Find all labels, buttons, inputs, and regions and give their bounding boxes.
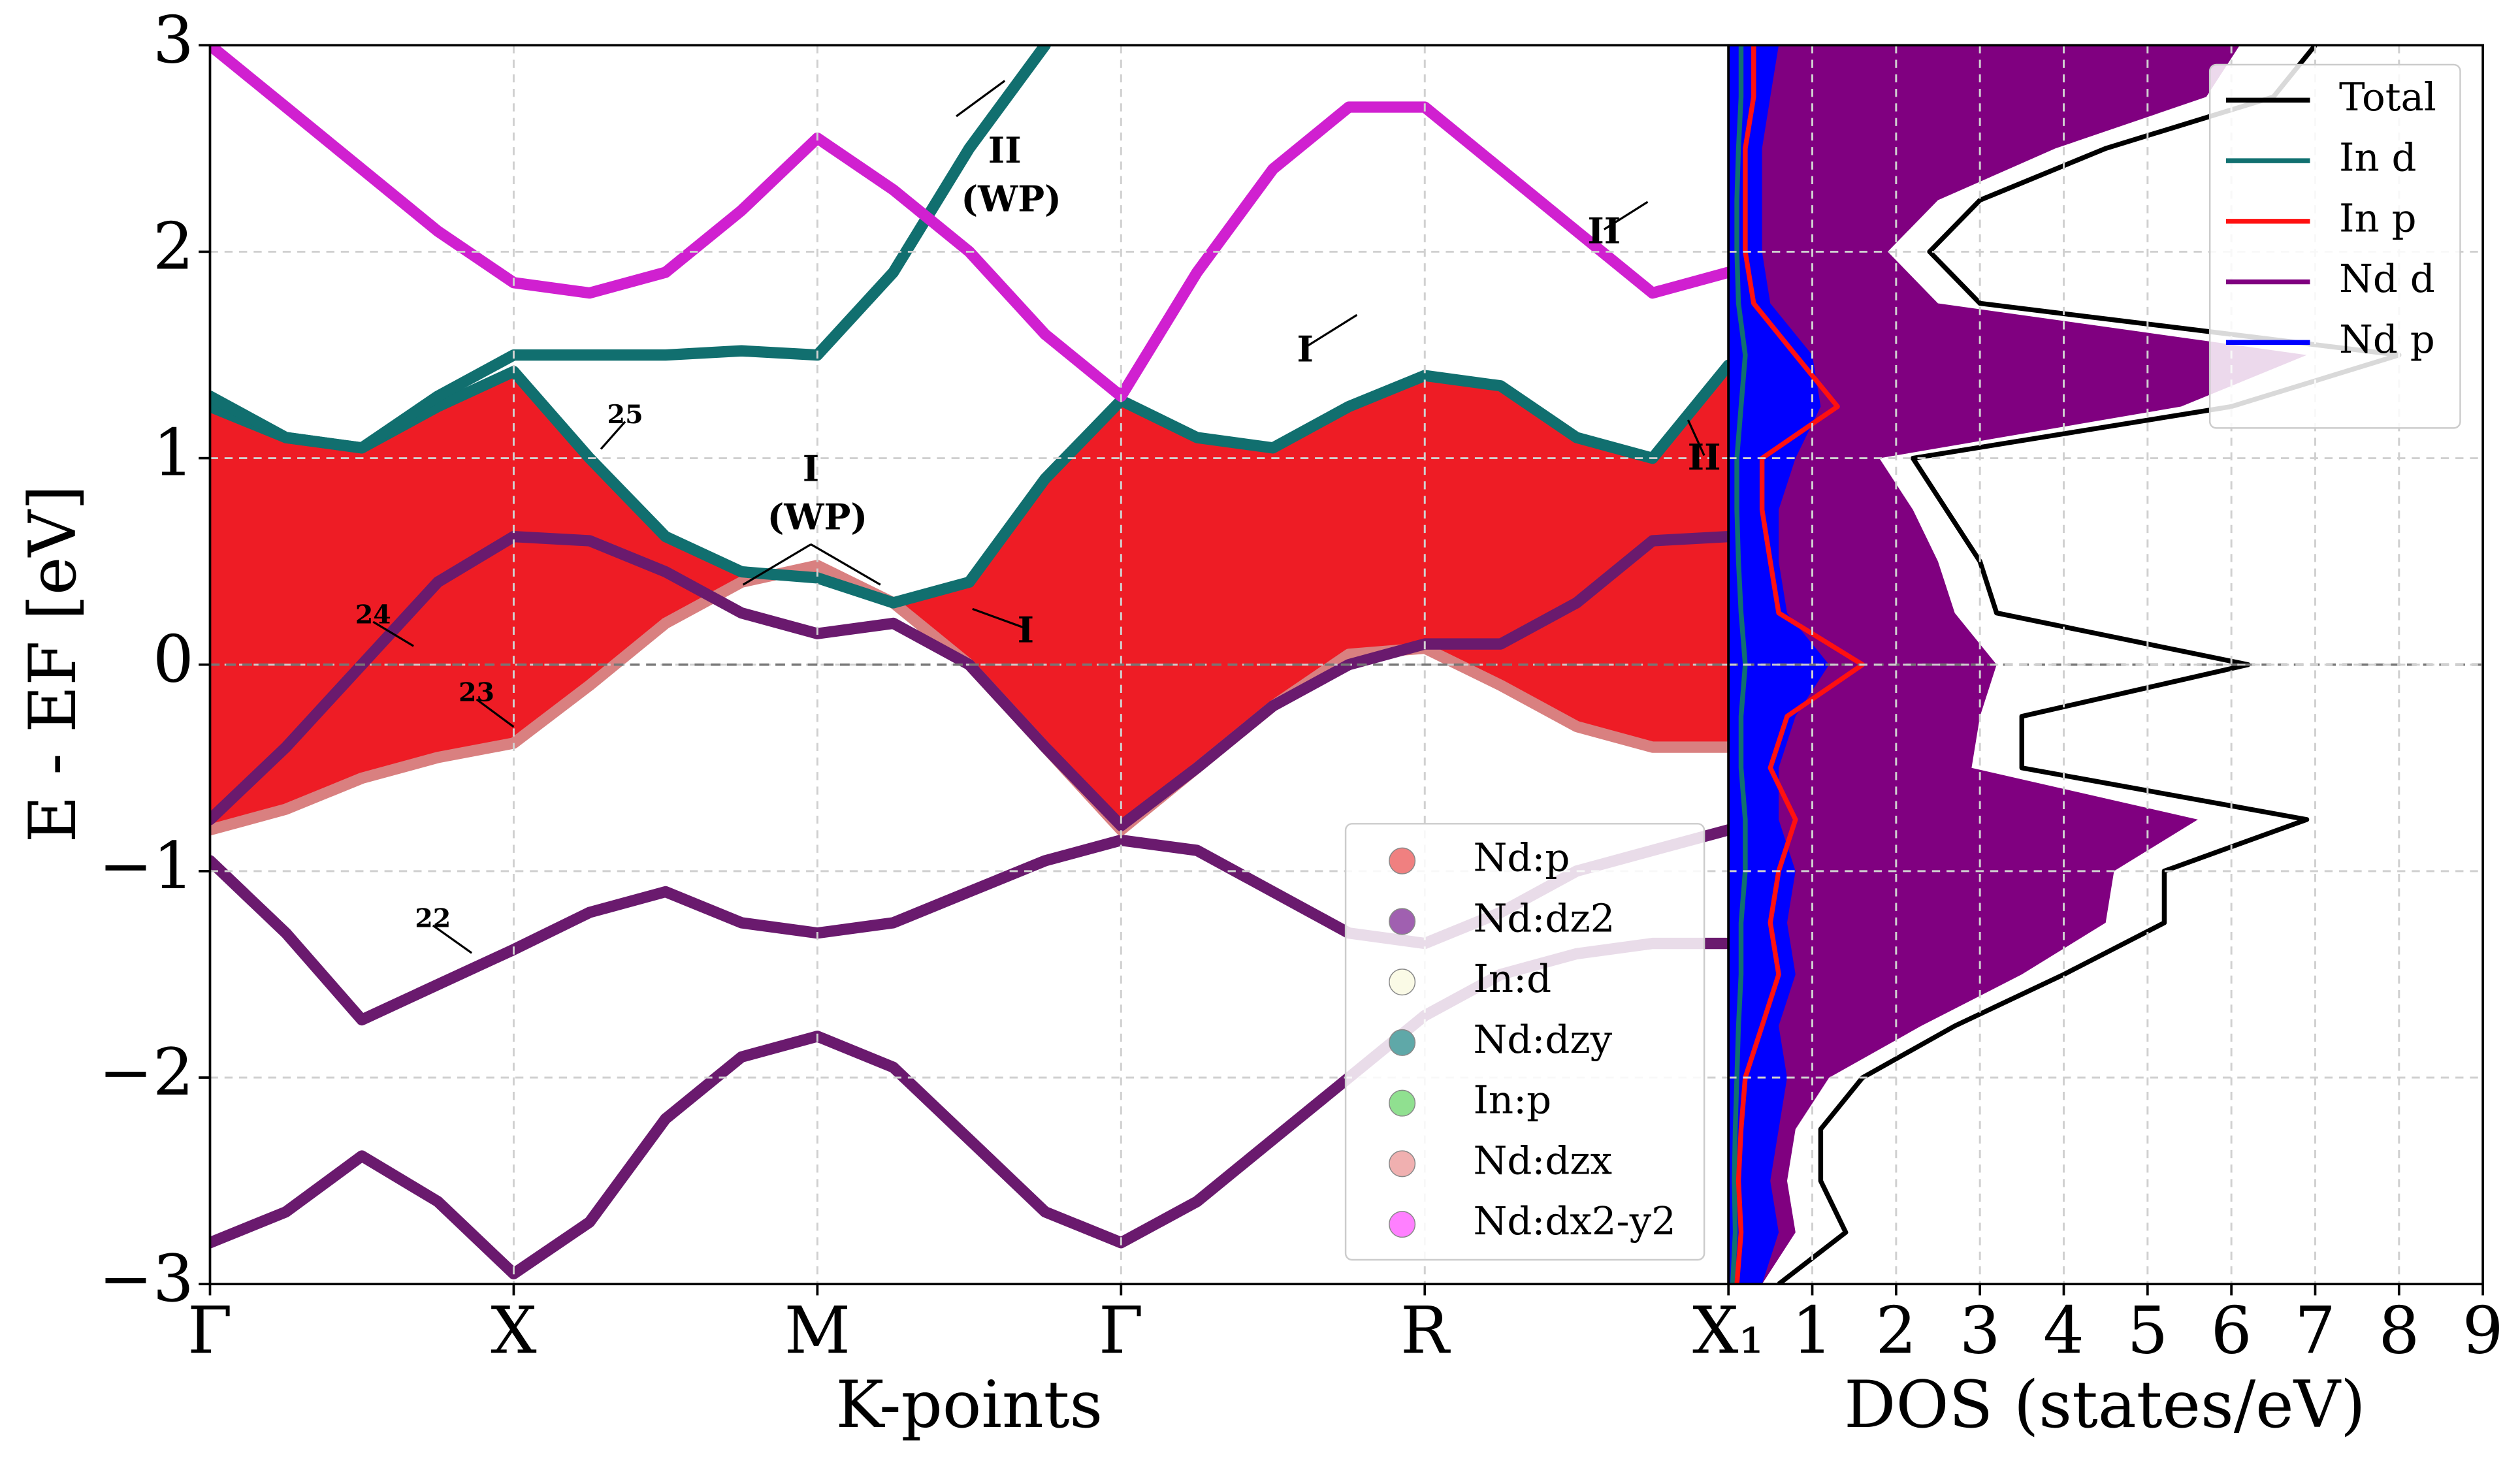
legend-label: Total — [2339, 74, 2436, 120]
legend: Total In d In p Nd d Nd p — [2208, 63, 2461, 429]
x-tick-label: 2 — [1875, 1293, 1916, 1368]
legend-label: Nd:dz2 — [1473, 895, 1615, 940]
y-tick-label: 3 — [153, 3, 194, 78]
annotation: II — [1587, 210, 1621, 252]
annotation-arrow — [372, 620, 414, 647]
legend-label: Nd:p — [1473, 835, 1570, 880]
legend-marker — [1389, 1029, 1416, 1056]
annotation: (WP) — [961, 178, 1061, 219]
band-line — [210, 359, 1729, 609]
x-tick-label: 9 — [2463, 1293, 2504, 1368]
legend-marker — [1389, 908, 1416, 935]
annotation-arrow — [742, 543, 812, 586]
annotation-arrow — [1603, 200, 1649, 231]
annotation-arrow — [810, 543, 881, 586]
y-tick-label: −1 — [99, 829, 194, 904]
annotation-arrow — [972, 607, 1026, 630]
x-tick-label: Γ — [187, 1293, 233, 1368]
x-tick-label: M — [784, 1293, 850, 1368]
x-tick-label: 8 — [2378, 1293, 2419, 1368]
legend-marker — [1389, 847, 1416, 874]
y-axis-label: E - EF [eV] — [16, 485, 91, 843]
band-line — [210, 45, 1051, 454]
legend-marker — [1389, 1150, 1416, 1178]
x-axis-label: K-points — [835, 1368, 1103, 1443]
axes-frame — [1727, 44, 2484, 1285]
annotation-arrow — [432, 924, 473, 954]
legend-label: In d — [2339, 135, 2417, 180]
legend-marker — [1389, 1089, 1416, 1117]
legend-box — [2208, 63, 2461, 429]
legend-label: Nd d — [2339, 256, 2435, 301]
legend-label: In:p — [1473, 1078, 1551, 1123]
legend-label: Nd:dx2-y2 — [1473, 1198, 1675, 1243]
x-tick-label: 6 — [2211, 1293, 2252, 1368]
x-tick-label: 4 — [2043, 1293, 2084, 1368]
y-tick-label: 2 — [153, 209, 194, 284]
annotation-arrow — [956, 80, 1006, 118]
y-tick-label: −3 — [99, 1242, 194, 1317]
annotation: 23 — [459, 677, 494, 707]
x-tick-label: 3 — [1960, 1293, 2001, 1368]
annotation: 22 — [415, 904, 451, 934]
annotation: I — [1297, 328, 1314, 370]
legend-label: In p — [2339, 195, 2417, 240]
x-tick-label: 5 — [2127, 1293, 2168, 1368]
annotation: II — [1688, 436, 1721, 478]
legend-box — [1344, 823, 1705, 1261]
annotation-arrow — [1304, 313, 1358, 349]
plot-layer: Γ X M Γ R X₁−3−2−1012325242322I(WP)II(WP)IIII… — [99, 3, 2504, 1368]
annotation: 25 — [607, 400, 643, 430]
annotation: (WP) — [767, 496, 867, 537]
x-axis-label: DOS (states/eV) — [1844, 1368, 2366, 1443]
x-tick-label: 1 — [1792, 1293, 1833, 1368]
legend-label: Nd p — [2339, 317, 2435, 362]
band-line — [210, 45, 1729, 402]
gap-fill — [210, 365, 1729, 830]
dos-area — [1728, 45, 2307, 1285]
legend-marker — [1389, 1211, 1416, 1238]
y-tick-label: 0 — [153, 622, 194, 697]
x-tick-label: R — [1400, 1293, 1451, 1368]
annotation-arrow — [1687, 419, 1705, 457]
y-tick-label: −2 — [99, 1035, 194, 1110]
legend: Nd:p Nd:dz2 In:d Nd:dzy In:p Nd:dzx Nd:dx2-y2 — [1344, 823, 1705, 1261]
annotation: II — [988, 129, 1022, 171]
legend-label: Nd:dzy — [1473, 1017, 1612, 1062]
annotation: 24 — [355, 600, 391, 630]
x-tick-label: Γ — [1099, 1293, 1144, 1368]
annotation-arrow — [476, 698, 515, 728]
x-tick-label: 7 — [2295, 1293, 2336, 1368]
y-tick-label: 1 — [153, 416, 194, 491]
annotation-arrow — [600, 421, 626, 450]
annotation: I — [1018, 609, 1034, 651]
legend-label: In:d — [1473, 956, 1551, 1001]
annotation: I — [803, 447, 819, 489]
x-tick-label: X₁ — [1692, 1293, 1764, 1368]
legend-marker — [1389, 969, 1416, 996]
legend-label: Nd:dzx — [1473, 1138, 1612, 1183]
x-tick-label: X — [491, 1293, 536, 1368]
